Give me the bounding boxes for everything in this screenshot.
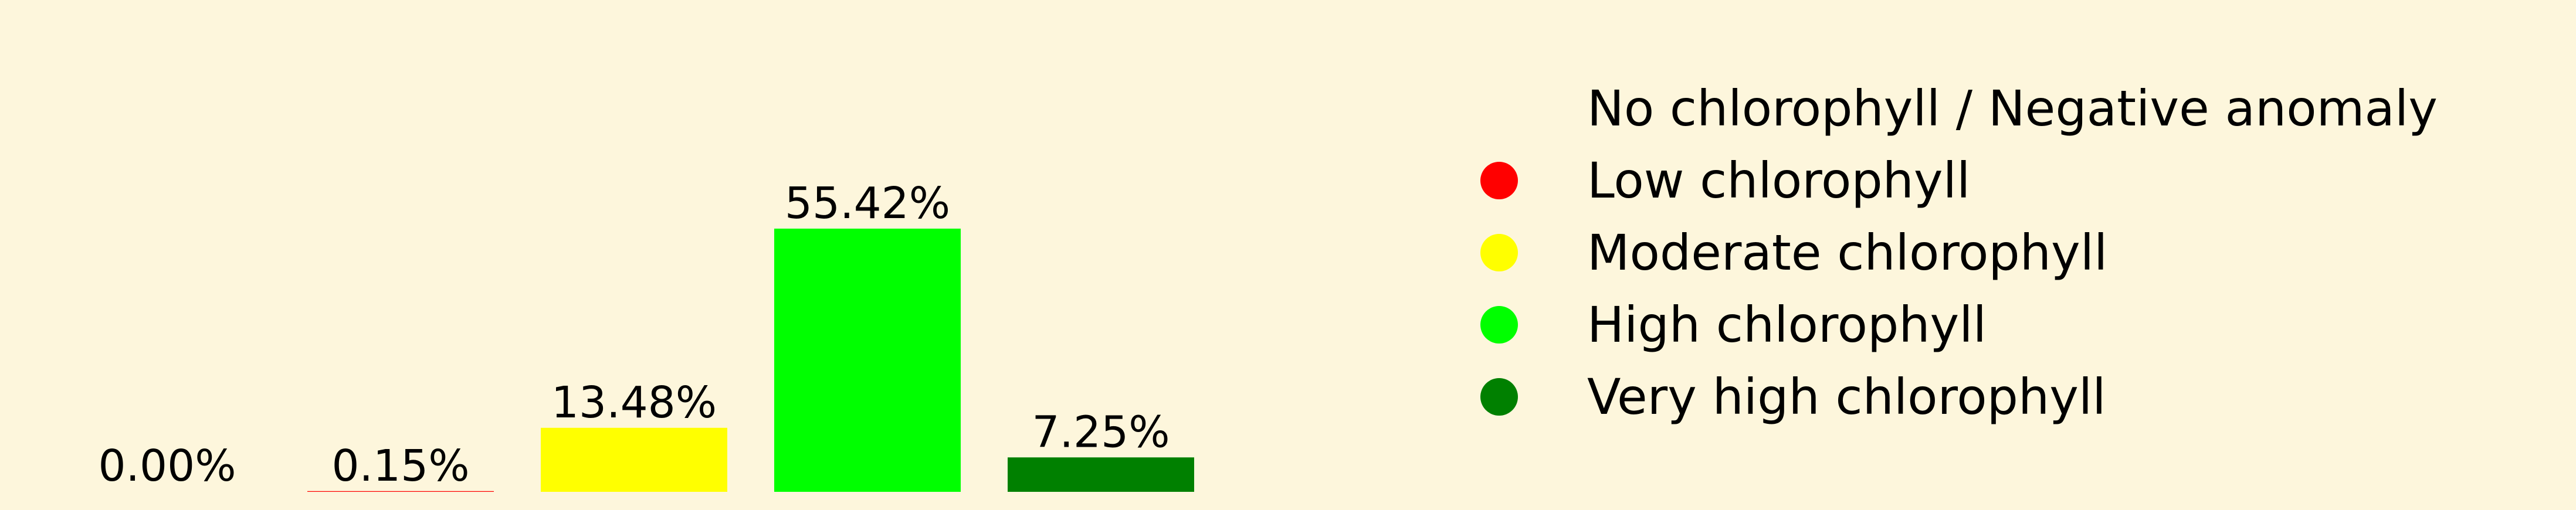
bar-very-high-chlorophyll <box>1008 457 1194 492</box>
bar-low-chlorophyll <box>307 491 494 492</box>
legend-label-no-chlorophyll-negative-anomaly: No chlorophyll / Negative anomaly <box>1587 80 2438 137</box>
bars-group <box>74 229 1194 492</box>
legend-marker-low-chlorophyll <box>1480 162 1518 199</box>
value-label-very-high-chlorophyll: 7.25% <box>1032 407 1170 457</box>
legend-label-moderate-chlorophyll: Moderate chlorophyll <box>1587 224 2107 281</box>
value-label-high-chlorophyll: 55.42% <box>785 178 950 229</box>
bar-high-chlorophyll <box>774 229 961 492</box>
value-label-no-chlorophyll-negative-anomaly: 0.00% <box>98 441 236 491</box>
legend-marker-no-chlorophyll-negative-anomaly <box>1480 90 1518 127</box>
bar-moderate-chlorophyll <box>541 427 727 492</box>
value-label-moderate-chlorophyll: 13.48% <box>551 378 717 428</box>
legend-marker-very-high-chlorophyll <box>1480 378 1518 416</box>
legend-marker-moderate-chlorophyll <box>1480 234 1518 271</box>
legend-label-high-chlorophyll: High chlorophyll <box>1587 296 1987 353</box>
value-label-low-chlorophyll: 0.15% <box>331 441 469 491</box>
bar-no-chlorophyll-negative-anomaly <box>74 491 260 492</box>
legend-label-very-high-chlorophyll: Very high chlorophyll <box>1587 368 2106 426</box>
legend: No chlorophyll / Negative anomaly Low chl… <box>1480 80 2438 426</box>
legend-marker-high-chlorophyll <box>1480 306 1518 344</box>
legend-label-low-chlorophyll: Low chlorophyll <box>1587 152 1970 209</box>
value-labels-group: 0.00% 0.15% 13.48% 55.42% 7.25% <box>98 178 1170 491</box>
